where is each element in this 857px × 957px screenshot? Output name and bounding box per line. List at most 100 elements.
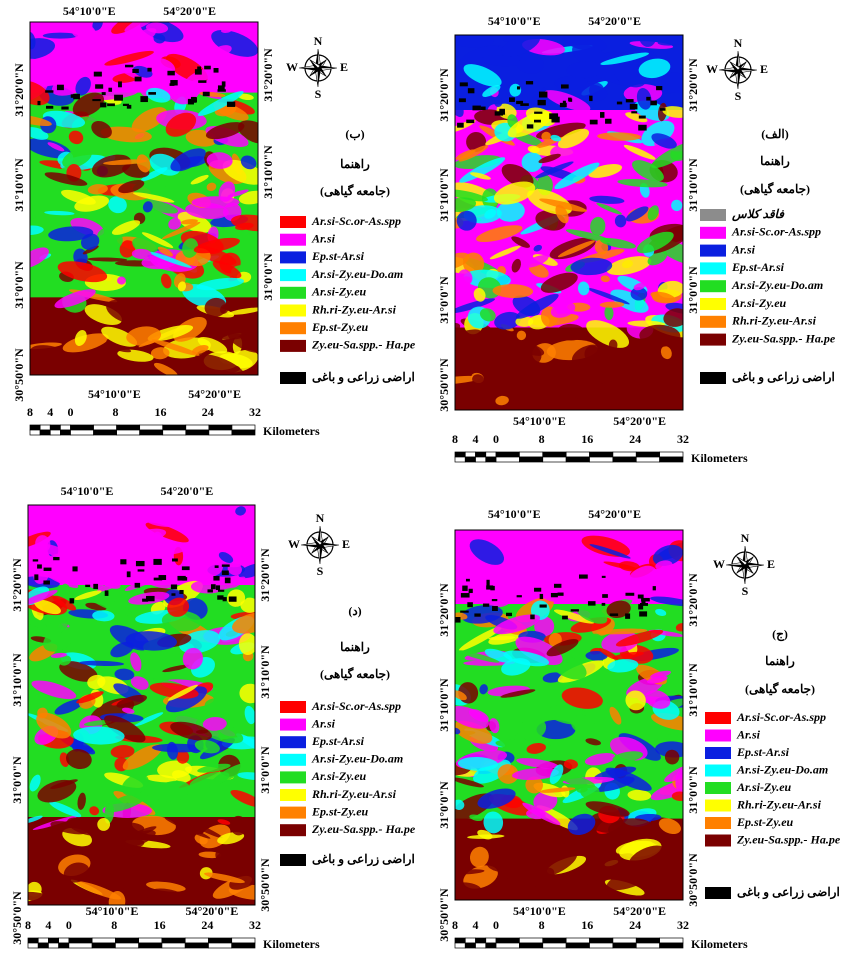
compass-point <box>320 545 323 564</box>
map-farm <box>73 93 80 100</box>
map-patch <box>237 120 258 144</box>
legend-label: Ar.si <box>311 231 336 245</box>
map-patch <box>612 582 662 601</box>
map-patch <box>657 102 668 122</box>
map-patch <box>181 219 198 225</box>
map-patch <box>194 739 220 754</box>
map-farm <box>93 71 102 77</box>
map-patch <box>516 330 527 341</box>
map-patch <box>455 799 465 810</box>
map-patch <box>479 308 496 322</box>
map-farm <box>486 579 490 586</box>
map-patch <box>157 507 204 531</box>
map-patch <box>609 706 622 725</box>
map-farm <box>221 570 229 576</box>
map-patch <box>613 62 647 88</box>
map-patch <box>160 273 172 289</box>
map-patch <box>29 774 41 792</box>
map-patch <box>142 201 153 213</box>
map-patch <box>585 872 597 887</box>
lon-tick-bottom: 54°10'0"E <box>513 904 566 918</box>
map-patch <box>597 359 639 386</box>
scale-block <box>565 937 590 944</box>
map-patch <box>557 128 590 149</box>
scale-block <box>464 456 476 463</box>
map-patch <box>657 35 683 46</box>
scale-block <box>542 937 567 944</box>
scale-label: 8 <box>113 405 119 419</box>
compass-point <box>736 556 745 568</box>
lat-tick-left: 31°20'0"N <box>437 583 451 637</box>
map-farm <box>187 98 194 105</box>
map-patch <box>546 639 579 657</box>
lat-tick-left: 31°20'0"N <box>10 558 24 612</box>
map-patch <box>61 583 71 594</box>
legend-subtitle: (جامعه گیاهی) <box>320 183 390 198</box>
scale-label: 8 <box>111 918 117 932</box>
legend-swatch <box>705 887 731 899</box>
map-farm <box>637 594 644 599</box>
map-farm <box>85 584 91 588</box>
compass-e: E <box>340 60 348 74</box>
lat-tick-right: 31°10'0"N <box>686 663 700 717</box>
map-farm <box>72 566 78 572</box>
map-patch <box>230 815 248 836</box>
legend-swatch <box>705 782 731 794</box>
map-farm <box>562 615 568 620</box>
map-farm <box>560 84 569 89</box>
map-patch <box>146 87 171 103</box>
map-patch <box>494 97 503 108</box>
map-farm <box>170 80 178 86</box>
map-frame <box>454 34 684 411</box>
map-patch <box>30 114 52 127</box>
map-patch <box>585 801 630 817</box>
map-patch <box>617 179 668 188</box>
map-patch <box>201 555 224 576</box>
map-patch <box>96 577 128 592</box>
map-patch <box>212 260 242 279</box>
map-patch <box>111 860 123 871</box>
scale-block <box>475 456 487 463</box>
map-patch <box>162 664 190 673</box>
map-farm <box>553 583 562 588</box>
legend-swatch <box>280 753 306 766</box>
map-farm <box>217 89 226 92</box>
map-patch <box>527 145 540 153</box>
scale-block <box>485 942 497 949</box>
map-farm <box>589 95 593 102</box>
map-patch <box>549 764 564 785</box>
compass-point <box>318 68 321 87</box>
lon-tick-top: 54°20'0"E <box>160 484 213 498</box>
map-patch <box>572 867 590 882</box>
scale-block <box>138 942 163 949</box>
map-patch <box>121 28 157 51</box>
compass-w: W <box>286 60 298 74</box>
legend-label: Ep.st-Zy.eu <box>311 804 369 818</box>
scale-block <box>116 424 141 431</box>
map-farm <box>486 585 494 590</box>
map-farm <box>92 99 101 102</box>
map-patch <box>136 154 151 173</box>
map-patch <box>455 298 495 314</box>
map-patch <box>589 195 625 204</box>
map-patch <box>671 791 683 801</box>
map-patch <box>235 506 246 516</box>
map-patch <box>42 32 78 39</box>
scale-block <box>519 456 544 463</box>
scale-block <box>116 429 141 436</box>
map-patch <box>585 650 608 661</box>
map-patch <box>472 374 485 385</box>
scale-label: 8 <box>539 918 545 932</box>
map-patch <box>104 50 154 66</box>
map-farm <box>639 611 648 617</box>
map-patch <box>515 636 563 666</box>
map-patch <box>650 670 671 679</box>
map-patch <box>149 251 192 268</box>
legend-label: Ar.si-Zy.eu-Do.am <box>731 278 823 292</box>
map-patch <box>79 505 129 521</box>
map-patch <box>536 805 578 831</box>
compass-s: S <box>317 564 324 578</box>
map-farm <box>56 84 64 91</box>
scale-block <box>589 942 614 949</box>
map-patch <box>206 182 217 192</box>
